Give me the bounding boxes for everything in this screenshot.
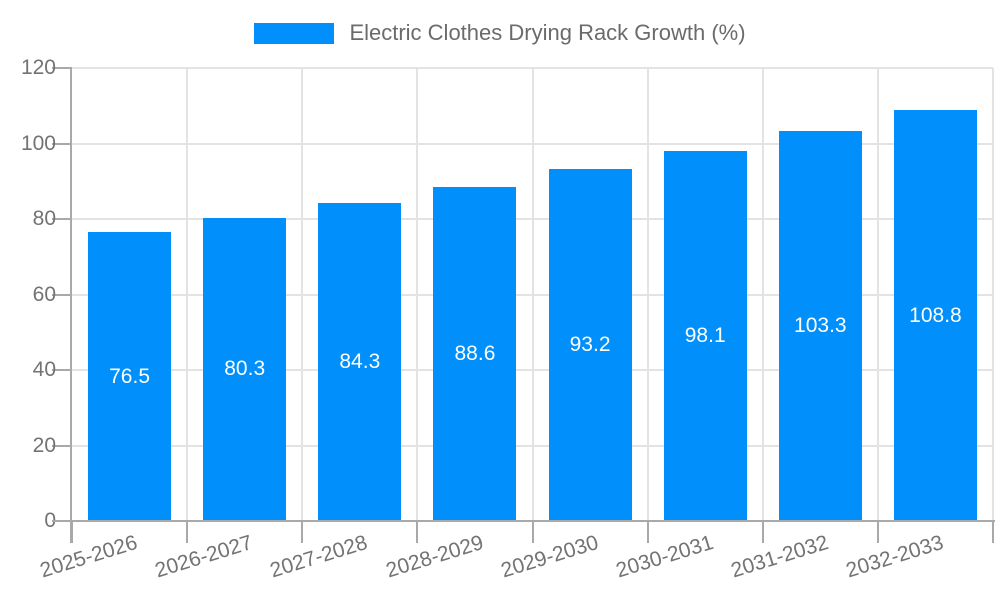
x-axis-tick <box>186 521 189 543</box>
bar <box>203 217 287 521</box>
x-axis-label: 2025-2026 <box>37 531 141 583</box>
bar-value-label: 108.8 <box>909 303 962 327</box>
y-axis-tick <box>52 369 72 371</box>
x-axis-tick <box>71 521 73 543</box>
x-axis-tick <box>992 521 994 543</box>
bar <box>893 110 977 521</box>
gridline-vertical <box>761 68 764 521</box>
legend-swatch-icon <box>254 22 335 44</box>
bar-value-label: 88.6 <box>454 341 496 365</box>
bar-value-label: 98.1 <box>684 323 726 347</box>
y-axis-tick <box>52 444 72 447</box>
x-axis-label: 2026-2027 <box>152 531 256 583</box>
x-axis-label: 2031-2032 <box>728 531 832 583</box>
x-axis-label: 2027-2028 <box>267 531 371 583</box>
bar <box>548 169 632 521</box>
gridline-vertical <box>186 68 189 521</box>
gridline-vertical <box>876 68 879 521</box>
gridline-vertical <box>416 68 419 521</box>
bar <box>318 202 402 521</box>
y-axis-label: 100 <box>20 131 56 155</box>
y-axis-tick <box>52 293 72 296</box>
bar <box>88 232 172 521</box>
x-axis-tick <box>301 521 304 543</box>
bar-value-label: 103.3 <box>794 314 847 338</box>
y-axis-label: 120 <box>20 56 56 79</box>
x-axis-tick <box>531 521 534 543</box>
legend: Electric Clothes Drying Rack Growth (%) <box>0 20 1000 46</box>
x-axis-label: 2032-2033 <box>843 531 947 583</box>
gridline-vertical <box>301 68 304 521</box>
x-axis-label: 2028-2029 <box>382 531 486 583</box>
bar <box>433 186 517 521</box>
bar-value-label: 84.3 <box>339 349 381 373</box>
x-axis-tick <box>416 521 419 543</box>
bar <box>663 150 747 521</box>
y-axis-label: 80 <box>32 207 56 230</box>
x-axis-tick <box>876 521 879 543</box>
legend-series-label: Electric Clothes Drying Rack Growth (%) <box>349 20 746 45</box>
y-axis-tick <box>52 218 72 220</box>
x-axis-tick <box>761 521 764 543</box>
x-axis-label: 2030-2031 <box>613 531 716 583</box>
bar-value-label: 76.5 <box>109 364 150 388</box>
bar <box>778 131 862 521</box>
y-axis-label: 20 <box>32 433 56 457</box>
gridline-vertical <box>531 68 534 521</box>
x-axis-label: 2029-2030 <box>498 531 601 583</box>
x-axis-tick <box>646 521 649 543</box>
gridline-vertical <box>992 68 994 521</box>
gridline-vertical <box>646 68 649 521</box>
y-axis-label: 60 <box>32 282 56 306</box>
bar-value-label: 93.2 <box>569 333 611 357</box>
y-axis-label: 0 <box>44 509 56 532</box>
y-axis-tick <box>52 142 72 145</box>
x-axis-line <box>52 520 995 522</box>
y-axis-tick <box>52 67 72 69</box>
y-axis-label: 40 <box>32 358 56 381</box>
bar-value-label: 80.3 <box>224 357 266 381</box>
y-axis-line <box>70 68 72 543</box>
